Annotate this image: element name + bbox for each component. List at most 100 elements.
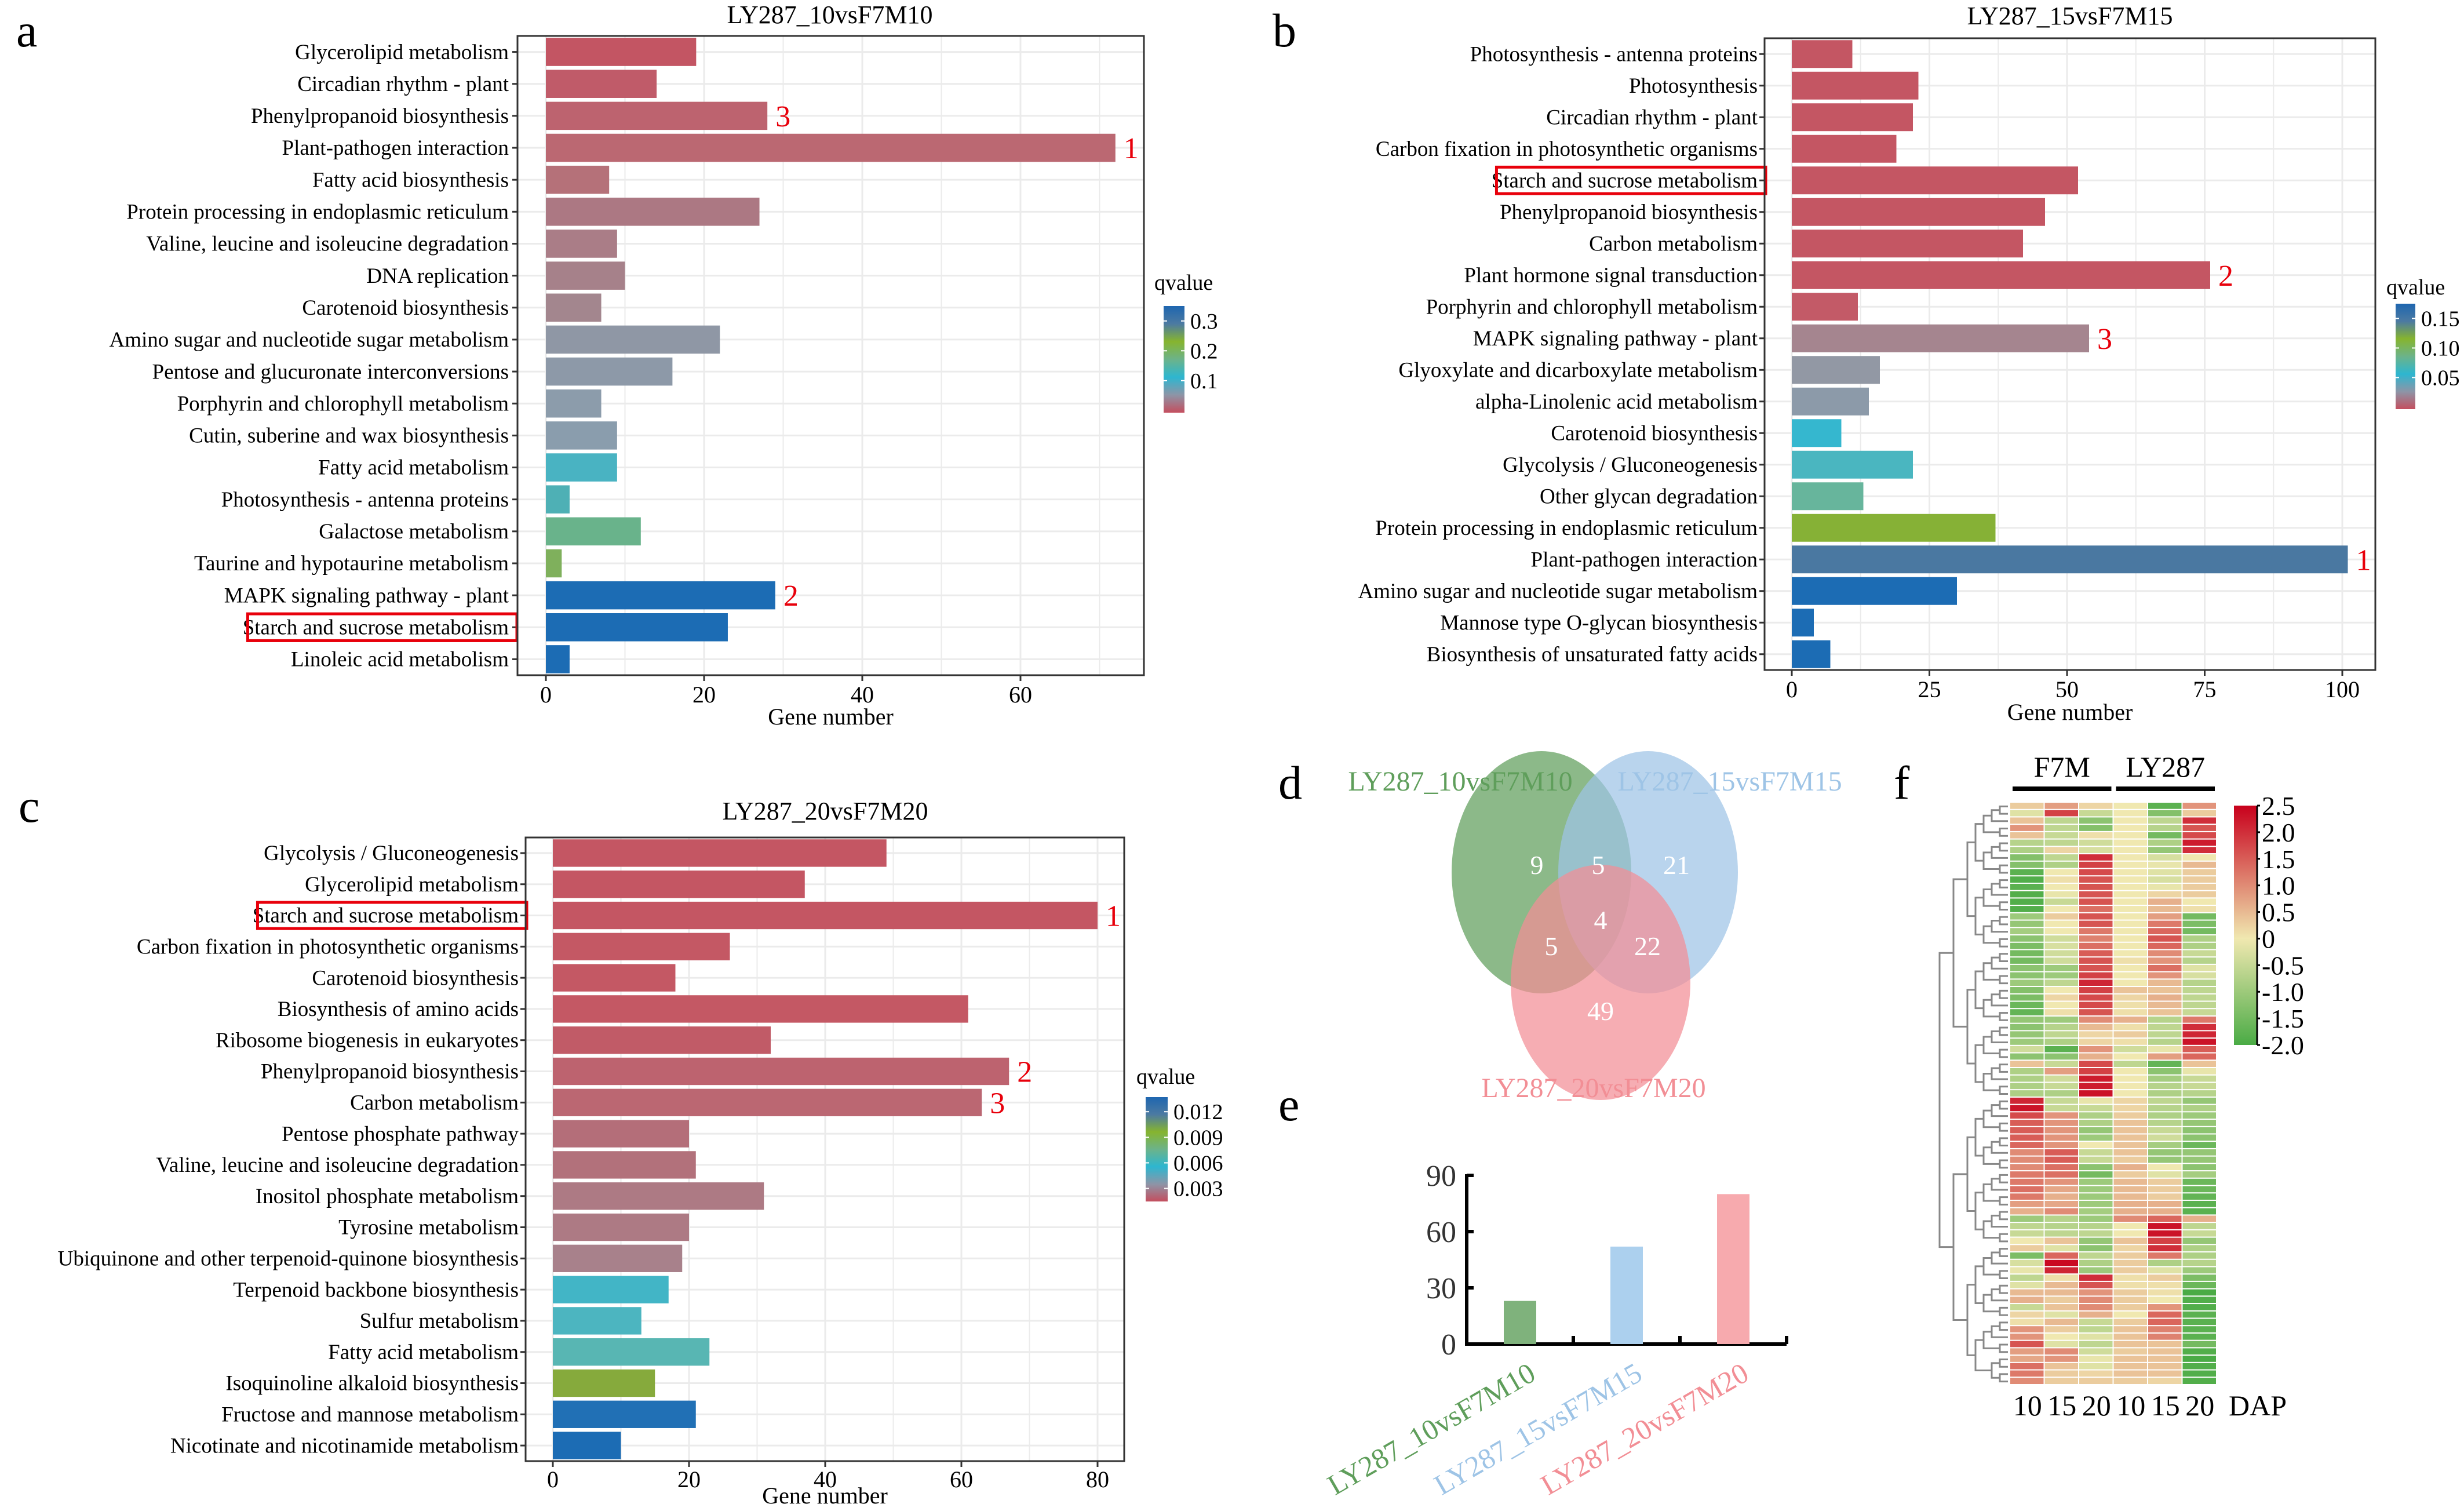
heatmap-cell <box>2148 1267 2182 1274</box>
heatmap-cell <box>2010 861 2044 868</box>
heatmap-cell <box>2113 1304 2147 1310</box>
heatmap-cell <box>2010 1090 2044 1097</box>
heatmap-cell <box>2079 1378 2113 1384</box>
colorbar-label: 2.0 <box>2262 818 2295 847</box>
x-tick-label: 20 <box>677 1466 701 1492</box>
category-label: Mannose type O-glycan biosynthesis <box>1440 611 1758 635</box>
heatmap-cell <box>2182 1215 2216 1222</box>
dendrogram-branch <box>1999 938 2008 948</box>
heatmap-cell <box>2010 1363 2044 1370</box>
dendrogram-branch <box>1999 1321 2008 1331</box>
heatmap-cell <box>2113 1024 2147 1030</box>
heatmap-cell <box>2079 942 2113 949</box>
heatmap-cell <box>2079 1016 2113 1023</box>
heatmap-cell <box>2079 1156 2113 1163</box>
category-label: Phenylpropanoid biosynthesis <box>261 1060 519 1084</box>
heatmap-cell <box>2044 1348 2078 1355</box>
heatmap-cell <box>2010 1134 2044 1141</box>
category-label: Linoleic acid metabolism <box>291 648 509 672</box>
heatmap-cell <box>2044 950 2078 957</box>
heatmap-cell <box>2079 1245 2113 1252</box>
category-label: Glycerolipid metabolism <box>305 873 519 897</box>
bar <box>1792 419 1842 447</box>
heatmap-cell <box>2010 1031 2044 1038</box>
category-label: Starch and sucrose metabolism <box>243 616 509 639</box>
heatmap-cell <box>2079 1341 2113 1348</box>
heatmap-cell <box>2113 987 2147 993</box>
bar <box>546 38 697 66</box>
heatmap-cell <box>2010 1370 2044 1377</box>
heatmap-cell <box>2079 1333 2113 1340</box>
y-tick-label: 30 <box>1426 1272 1456 1305</box>
category-label: Fatty acid biosynthesis <box>312 168 509 192</box>
heatmap-cell <box>2079 1297 2113 1303</box>
dendrogram-branch <box>1966 989 1975 1065</box>
heatmap-cell <box>2113 1083 2147 1090</box>
legend-title: qvalue <box>2386 275 2445 300</box>
heatmap-cell <box>2010 950 2044 957</box>
heatmap-cell <box>2148 1149 2182 1156</box>
heatmap-cell <box>2148 950 2182 957</box>
heatmap-cell <box>2079 1304 2113 1310</box>
bar <box>553 1400 696 1428</box>
heatmap-cell <box>2182 1370 2216 1377</box>
heatmap-cell <box>2044 847 2078 854</box>
legend-colorbar <box>1146 1097 1168 1201</box>
heatmap-cell <box>2148 817 2182 824</box>
category-label: Carotenoid biosynthesis <box>1551 421 1758 445</box>
heatmap-cell <box>2010 979 2044 986</box>
heatmap-cell <box>2044 964 2078 971</box>
heatmap-cell <box>2079 1164 2113 1171</box>
heatmap-cell <box>2044 832 2078 839</box>
heatmap-cell <box>2148 898 2182 905</box>
heatmap-cell <box>2044 979 2078 986</box>
heatmap-cell <box>2010 1230 2044 1237</box>
heatmap-cell <box>2044 994 2078 1001</box>
category-label: Circadian rhythm - plant <box>1546 105 1758 129</box>
heatmap-cell <box>2148 1156 2182 1163</box>
bar <box>553 1026 771 1054</box>
heatmap-cell <box>2079 1024 2113 1030</box>
heatmap-cell <box>2113 1245 2147 1252</box>
bar <box>546 517 641 546</box>
group-bar <box>2116 786 2215 791</box>
heatmap-cell <box>2010 1105 2044 1112</box>
heatmap-cell <box>2044 817 2078 824</box>
group-bar <box>2013 786 2112 791</box>
heatmap-cell <box>2182 869 2216 876</box>
heatmap-cell <box>2044 1024 2078 1030</box>
bar <box>1792 482 1864 511</box>
heatmap-cell <box>2182 1156 2216 1163</box>
heatmap-cell <box>2148 935 2182 942</box>
bar <box>1792 387 1869 416</box>
heatmap-cell <box>2182 1134 2216 1141</box>
heatmap-cell <box>2148 1304 2182 1310</box>
heatmap-cell <box>2010 854 2044 861</box>
heatmap-cell <box>2010 1326 2044 1332</box>
heatmap-cell <box>2182 913 2216 920</box>
category-label: Circadian rhythm - plant <box>297 72 509 96</box>
heatmap-cell <box>2079 847 2113 854</box>
venn-set-label: LY287_15vsF7M15 <box>1617 766 1842 797</box>
heatmap-cell <box>2079 1039 2113 1045</box>
heatmap-cell <box>2113 1267 2147 1274</box>
heatmap-cell <box>2044 1304 2078 1310</box>
colorbar <box>2234 806 2257 1045</box>
heatmap-cell <box>2113 1200 2147 1207</box>
heatmap-cell <box>2148 972 2182 979</box>
heatmap-cell <box>2044 1230 2078 1237</box>
heatmap-cell <box>2148 1237 2182 1244</box>
dendrogram-branch <box>1999 1026 2008 1036</box>
heatmap-cell <box>2079 1267 2113 1274</box>
heatmap-cell <box>2010 1178 2044 1185</box>
heatmap-cell <box>2079 1031 2113 1038</box>
heatmap-cell <box>2044 1002 2078 1008</box>
heatmap-cell <box>2079 1083 2113 1090</box>
heatmap-cell <box>2079 1186 2113 1193</box>
dendrogram-branch <box>1974 823 1984 862</box>
category-label: Fatty acid metabolism <box>318 456 509 480</box>
heatmap-cell <box>2113 1046 2147 1053</box>
heatmap-cell <box>2010 1223 2044 1229</box>
bar <box>1792 166 2078 195</box>
heatmap-cell <box>2044 1378 2078 1384</box>
